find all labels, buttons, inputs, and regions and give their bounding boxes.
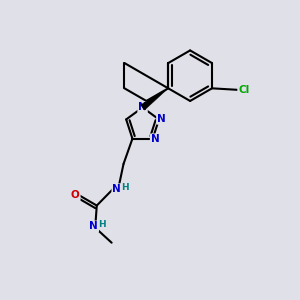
Text: O: O	[71, 190, 80, 200]
Text: H: H	[121, 183, 128, 192]
Text: N: N	[157, 114, 166, 124]
Text: Cl: Cl	[238, 85, 249, 95]
Text: N: N	[89, 221, 98, 231]
Text: N: N	[151, 134, 160, 144]
Text: N: N	[112, 184, 121, 194]
Polygon shape	[141, 88, 168, 110]
Text: H: H	[98, 220, 106, 230]
Text: N: N	[138, 103, 147, 112]
